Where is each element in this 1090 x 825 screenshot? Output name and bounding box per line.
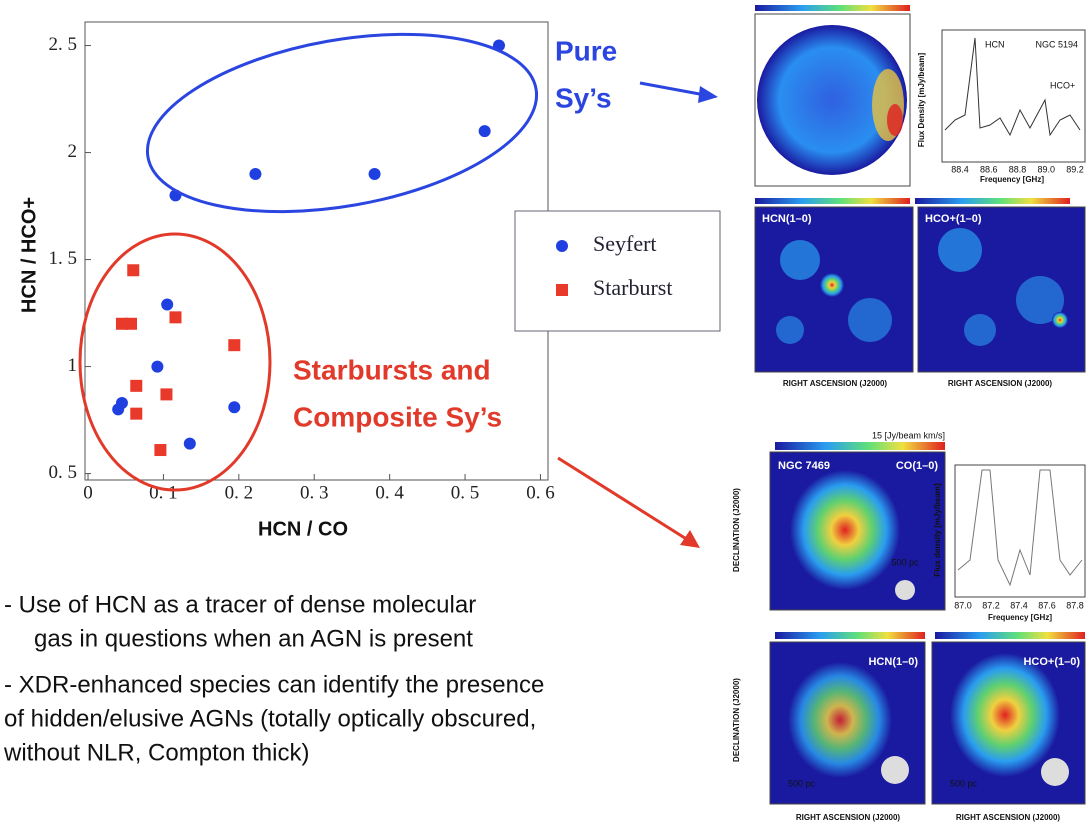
- point: [479, 125, 491, 137]
- axis-title: RIGHT ASCENSION (J2000): [796, 813, 901, 822]
- legend-box: [515, 211, 720, 331]
- legend-label: Starburst: [593, 275, 672, 300]
- arrow-head: [680, 530, 700, 548]
- annotation: Composite Sy’s: [293, 401, 502, 432]
- y-tick-label: 1: [68, 355, 78, 376]
- frequency-tick-label: 87.8: [1066, 600, 1084, 610]
- frequency-tick-label: 88.8: [1009, 164, 1027, 174]
- scale-label: 500 pc: [891, 557, 919, 567]
- y-tick-label: 2. 5: [49, 34, 78, 55]
- panel-label: HCN(1–0): [868, 656, 918, 668]
- point: [130, 380, 142, 392]
- frequency-tick-label: 88.6: [980, 164, 998, 174]
- frequency-tick-label: 87.4: [1010, 600, 1028, 610]
- y-tick-label: 2: [68, 141, 78, 162]
- panel-label: NGC 7469: [778, 460, 830, 472]
- frequency-ticks: 88.4 88.6 88.8 89.0 89.2: [951, 164, 1084, 174]
- legend-marker: [556, 284, 568, 296]
- x-tick-label: 0. 3: [300, 482, 329, 503]
- panel-label: HCO+(1–0): [1023, 656, 1080, 668]
- frequency-tick-label: 87.0: [954, 600, 972, 610]
- x-axis-title: HCN / CO: [258, 518, 348, 540]
- frequency-tick-label: 89.2: [1066, 164, 1084, 174]
- starburst-ellipse: [80, 234, 270, 490]
- axis-title: Flux density [mJy/beam]: [933, 483, 942, 577]
- x-tick-label: 0. 4: [375, 482, 404, 503]
- frequency-tick-label: 89.0: [1037, 164, 1055, 174]
- axis-title: Frequency [GHz]: [980, 175, 1044, 184]
- bullet: - Use of HCN as a tracer of dense molecu…: [4, 591, 476, 618]
- x-tick-label: 0: [83, 482, 93, 503]
- annotation: Pure: [555, 35, 617, 66]
- point: [154, 444, 166, 456]
- x-tick-label: 0. 2: [225, 482, 254, 503]
- panel-label: HCN(1–0): [762, 213, 812, 225]
- arrow: [558, 458, 688, 540]
- legend-label: Seyfert: [593, 231, 657, 256]
- bullet: - XDR-enhanced species can identify the …: [4, 671, 544, 698]
- y-axis-title: HCN / HCO+: [18, 197, 40, 313]
- frequency-tick-label: 87.2: [982, 600, 1000, 610]
- scale-label: 500 pc: [950, 778, 978, 788]
- point: [249, 168, 261, 180]
- panel-label: NGC 5194: [762, 18, 815, 30]
- axis-title: RIGHT ASCENSION (J2000): [956, 813, 1061, 822]
- spectrum-label: HCO+: [1050, 80, 1075, 90]
- x-tick-label: 0. 6: [526, 482, 555, 503]
- bullet: without NLR, Compton thick): [3, 739, 309, 766]
- point: [127, 264, 139, 276]
- x-tick-label: 0. 5: [451, 482, 480, 503]
- legend-marker: [556, 240, 568, 252]
- colorbar-label: 15 [Jy/beam km/s]: [872, 430, 945, 440]
- y-tick-label: 1. 5: [49, 248, 78, 269]
- panel-label: CO(1–0): [896, 460, 939, 472]
- point: [161, 299, 173, 311]
- seyfert-ellipse: [134, 7, 551, 239]
- axis-title: RIGHT ASCENSION (J2000): [783, 379, 888, 388]
- annotation: Sy’s: [555, 82, 612, 113]
- figure-ngc7469: 15 [Jy/beam km/s] NGC 7469 CO(1–0) 500 p…: [732, 430, 1085, 822]
- spectrum-label: NGC 5194: [1035, 39, 1078, 49]
- axis-title: RIGHT ASCENSION (J2000): [948, 379, 1053, 388]
- figure-ngc5194: NGC 5194 CO(1–0) HCN NGC 5194 HCO+ Flux …: [755, 5, 1085, 388]
- bullet: gas in questions when an AGN is present: [34, 625, 473, 652]
- axis-title: Frequency [GHz]: [988, 613, 1052, 622]
- arrow: [640, 83, 705, 95]
- point: [228, 401, 240, 413]
- arrow-head: [698, 86, 718, 103]
- point: [228, 339, 240, 351]
- point: [125, 318, 137, 330]
- point: [169, 311, 181, 323]
- spectrum-label: HCN: [985, 39, 1005, 49]
- frequency-ticks: 87.0 87.2 87.4 87.6 87.8: [954, 600, 1084, 610]
- scale-label: 500 pc: [788, 778, 816, 788]
- point: [112, 403, 124, 415]
- point: [184, 438, 196, 450]
- slide: 0. 511. 522. 500. 10. 20. 30. 40. 50. 6 …: [0, 0, 1090, 825]
- axis-title: Flux Density [mJy/beam]: [917, 53, 926, 148]
- y-tick-label: 0. 5: [49, 462, 78, 483]
- axis-title: DECLINATION (J2000): [732, 488, 741, 572]
- panel-label: HCO+(1–0): [925, 213, 982, 225]
- point: [130, 408, 142, 420]
- bullet: of hidden/elusive AGNs (totally opticall…: [4, 705, 536, 732]
- point: [151, 361, 163, 373]
- point: [369, 168, 381, 180]
- frequency-tick-label: 88.4: [951, 164, 969, 174]
- frequency-tick-label: 87.6: [1038, 600, 1056, 610]
- point: [160, 388, 172, 400]
- panel-label: CO(1–0): [863, 18, 906, 30]
- axis-title: DECLINATION (J2000): [732, 678, 741, 762]
- annotation: Starbursts and: [293, 354, 491, 385]
